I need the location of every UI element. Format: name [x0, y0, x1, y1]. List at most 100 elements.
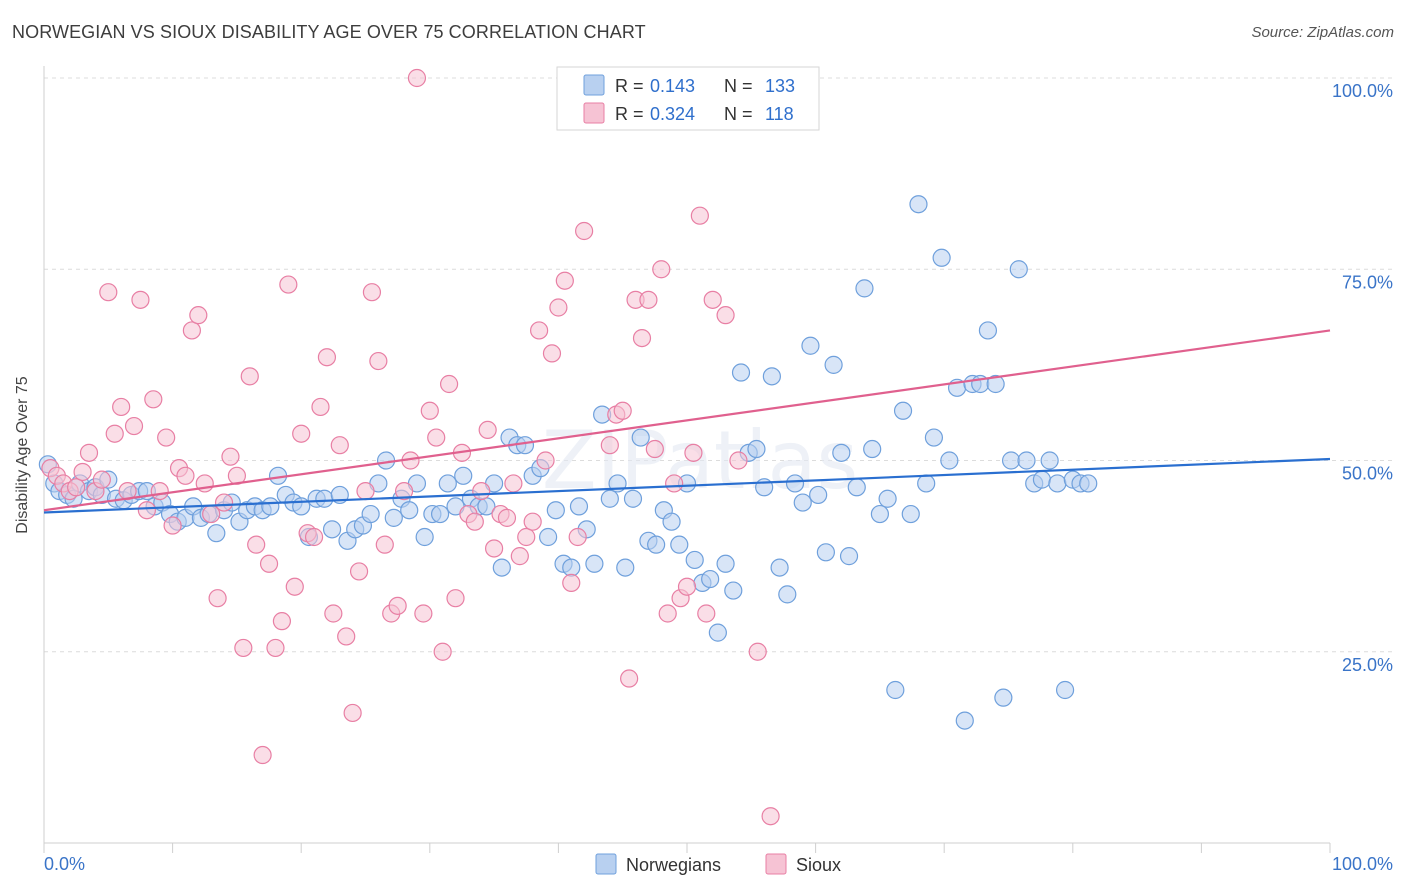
data-point: [137, 501, 156, 520]
data-point: [562, 558, 581, 577]
data-point: [816, 543, 835, 562]
data-point: [485, 539, 504, 558]
data-point: [427, 428, 446, 447]
axes: [43, 66, 1331, 853]
data-point: [240, 367, 259, 386]
data-point: [539, 527, 558, 547]
data-point: [716, 306, 735, 325]
data-point: [665, 474, 684, 493]
legend-n-value: 118: [765, 104, 794, 124]
data-point: [893, 401, 913, 420]
data-point: [955, 711, 974, 730]
legend-n-label: N =: [724, 76, 753, 96]
data-point: [616, 558, 635, 577]
data-point: [369, 351, 388, 371]
y-tick-labels: 25.0% 50.0% 75.0% 100.0%: [1332, 81, 1393, 675]
watermark: ZIPatlas: [542, 414, 858, 507]
data-point: [677, 577, 697, 596]
data-point: [747, 439, 766, 459]
legend-n-value: 133: [765, 76, 795, 96]
data-point: [285, 577, 304, 596]
data-point: [613, 401, 632, 420]
data-point: [684, 443, 703, 462]
data-point: [978, 321, 998, 340]
legend-swatch: [765, 853, 787, 875]
data-point: [762, 367, 781, 386]
data-point: [839, 547, 859, 566]
data-point: [600, 436, 619, 455]
data-point: [568, 527, 587, 547]
legend-series-name: Norwegians: [626, 855, 721, 875]
data-point: [292, 497, 311, 516]
data-point: [182, 321, 201, 340]
data-point: [261, 497, 280, 516]
data-point: [394, 482, 414, 501]
data-point: [311, 397, 330, 417]
legend-r-label: R =: [615, 104, 644, 124]
data-point: [144, 390, 163, 409]
data-point: [701, 569, 720, 589]
data-point: [523, 512, 542, 531]
y-tick-label: 75.0%: [1342, 272, 1393, 292]
data-point: [1040, 451, 1059, 470]
data-point: [729, 451, 748, 470]
data-point: [176, 466, 195, 485]
data-point: [801, 336, 820, 355]
data-point: [632, 329, 652, 348]
data-point: [824, 355, 843, 374]
data-point: [620, 669, 639, 688]
data-point: [433, 642, 452, 661]
data-point: [549, 298, 568, 317]
y-tick-label: 25.0%: [1342, 655, 1393, 675]
source-label: Source: ZipAtlas.com: [1251, 24, 1394, 41]
legend-swatch: [583, 102, 605, 124]
data-point: [492, 558, 511, 577]
data-point: [785, 474, 805, 493]
data-point: [703, 290, 722, 309]
data-point: [208, 589, 227, 608]
data-point: [112, 397, 131, 417]
y-tick-label: 50.0%: [1342, 464, 1393, 484]
data-point: [940, 451, 959, 470]
data-point: [105, 424, 124, 443]
trend-line: [43, 329, 1331, 512]
data-point: [662, 512, 681, 531]
data-point: [330, 436, 349, 455]
data-point: [375, 535, 394, 554]
data-point: [909, 195, 928, 214]
data-point: [221, 447, 240, 466]
series-legend: Norwegians Sioux: [595, 853, 841, 875]
data-point: [356, 482, 375, 501]
data-point: [986, 374, 1005, 394]
data-point: [324, 604, 343, 623]
legend-r-value: 0.324: [650, 104, 695, 124]
data-point: [517, 527, 536, 547]
data-point: [207, 524, 226, 543]
data-point: [259, 554, 279, 573]
data-point: [917, 474, 936, 493]
data-point: [731, 363, 751, 382]
data-point: [234, 638, 253, 658]
data-point: [631, 428, 650, 447]
legend-series-name: Sioux: [796, 855, 841, 875]
chart-title: NORWEGIAN VS SIOUX DISABILITY AGE OVER 7…: [12, 22, 646, 42]
data-point: [272, 612, 292, 631]
data-point: [497, 508, 517, 527]
data-point: [67, 478, 86, 497]
data-point: [415, 527, 434, 547]
data-point: [886, 680, 905, 700]
data-point: [163, 516, 182, 535]
legend-swatch: [595, 853, 617, 875]
data-point: [623, 489, 643, 508]
data-point: [472, 482, 491, 501]
data-point: [748, 642, 767, 661]
data-point: [407, 68, 427, 88]
data-point: [420, 401, 439, 420]
trend-line: [43, 457, 1331, 514]
data-point: [454, 466, 473, 485]
data-point: [697, 604, 716, 623]
data-point: [446, 589, 465, 608]
data-point: [670, 535, 689, 554]
data-point: [361, 504, 380, 524]
series-norwegians-points: [38, 195, 1098, 730]
